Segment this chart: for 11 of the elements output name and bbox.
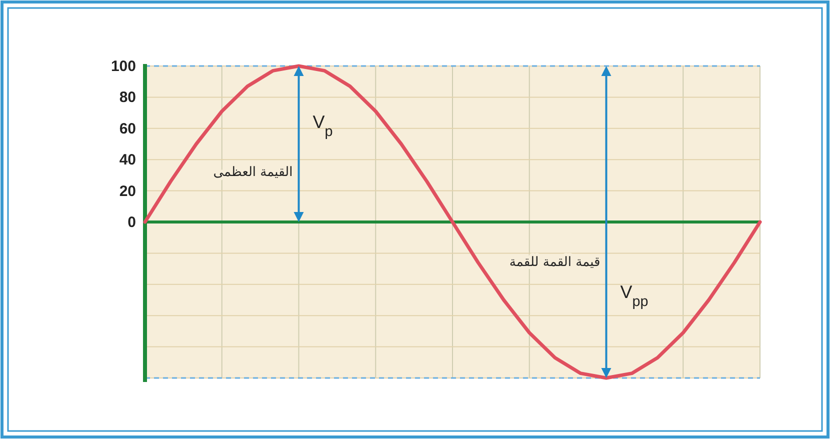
annotation: V$_{p}$	[312, 112, 333, 140]
line-series	[143, 64, 762, 380]
y-tick-label: 20	[119, 182, 136, 200]
y-tick-label: 80	[119, 89, 136, 106]
y-tick-label: 100	[110, 58, 136, 75]
annotation: القيمة العظمى	[213, 165, 293, 180]
annotation: قيمة القمة للقمة	[509, 255, 600, 270]
y-tick-label: 40	[119, 152, 136, 169]
y-tick-label: 0	[128, 214, 136, 231]
annotation: V$_{pp}$	[620, 282, 648, 310]
y-tick-label: 60	[119, 120, 136, 138]
